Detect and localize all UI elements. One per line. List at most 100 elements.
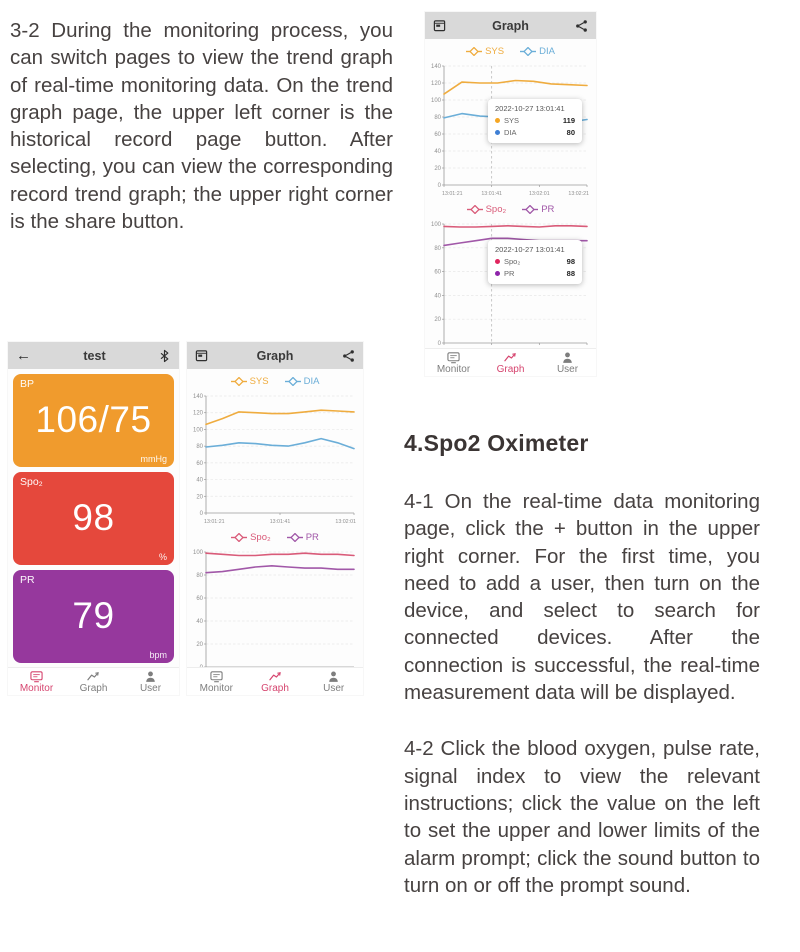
pr-dot-icon (495, 271, 500, 276)
nav-label: Graph (261, 683, 289, 694)
legend-pr[interactable]: PR (522, 204, 554, 215)
svg-text:13:02:01: 13:02:01 (335, 519, 356, 525)
legend-dia[interactable]: DIA (284, 375, 320, 387)
legend-sys[interactable]: SYS (230, 376, 269, 387)
share-icon[interactable] (342, 349, 355, 363)
monitor-bottom-nav: Monitor Graph User (8, 667, 179, 695)
pr-card[interactable]: PR 79 bpm (13, 570, 174, 663)
nav-tab-user[interactable]: User (539, 350, 596, 375)
monitor-icon (447, 352, 460, 364)
nav-tab-monitor[interactable]: Monitor (425, 350, 482, 375)
nav-label: Monitor (19, 683, 54, 694)
legend-label: Spo₂ (485, 203, 507, 215)
bp-card-label: BP (20, 378, 35, 390)
bp-trend-chart-small[interactable]: 0 20 40 60 80 100 120 140 13:01:21 13:01:41 13:02:… (189, 391, 361, 525)
bp-legend: SYS DIA (187, 373, 363, 389)
tooltip-value: 80 (566, 128, 575, 137)
sys-legend-icon (466, 46, 483, 56)
svg-text:140: 140 (431, 64, 442, 70)
nav-tab-graph[interactable]: Graph (65, 669, 122, 694)
spo2-legend-icon (231, 532, 248, 542)
svg-text:40: 40 (434, 149, 441, 155)
tooltip-timestamp: 2022-10-27 13:01:41 (495, 245, 565, 254)
spo2-card[interactable]: Spo₂ 98 % (13, 472, 174, 565)
phone-screenshot-graph-large: Graph SYS DIA 0 20 40 60 80 100 120 140 13:01:21… (425, 12, 596, 376)
spo2-tooltip: 2022-10-27 13:01:41 Spo₂ 98 PR 88 (488, 240, 582, 284)
tooltip-row-spo2: Spo₂ 98 (495, 257, 575, 266)
nav-tab-monitor[interactable]: Monitor (187, 669, 246, 694)
paragraph-4-1: 4-1 On the real-time data monitoring pag… (404, 490, 760, 705)
svg-text:0: 0 (438, 341, 442, 347)
history-record-icon[interactable] (195, 349, 208, 362)
svg-text:60: 60 (434, 270, 441, 276)
svg-text:140: 140 (193, 394, 204, 400)
legend-spo2[interactable]: Spo₂ (231, 532, 271, 543)
dia-dot-icon (495, 130, 500, 135)
trend-graph-icon (504, 353, 516, 362)
bp-trend-chart-large[interactable]: 0 20 40 60 80 100 120 140 13:01:21 13:01:41 13:02:… (427, 61, 594, 197)
pr-card-value[interactable]: 79 (72, 594, 115, 636)
dia-legend-icon (520, 46, 537, 56)
legend-dia[interactable]: DIA (520, 46, 555, 57)
legend-spo2[interactable]: Spo₂ (466, 203, 507, 215)
history-record-icon[interactable] (433, 19, 446, 32)
svg-text:20: 20 (196, 642, 203, 648)
svg-text:0: 0 (438, 183, 442, 189)
svg-text:120: 120 (431, 81, 442, 87)
bp-card[interactable]: BP 106/75 mmHg (13, 374, 174, 467)
svg-text:13:02:01: 13:02:01 (529, 191, 550, 197)
pr-legend-icon (522, 204, 539, 214)
spo2-card-unit: % (158, 552, 167, 562)
tooltip-row-dia: DIA 80 (495, 128, 575, 137)
phone-screenshot-graph-small: Graph SYS DIA 0 20 40 60 80 100 120 140 13:01:21… (187, 342, 363, 695)
svg-text:100: 100 (193, 427, 204, 433)
nav-tab-graph[interactable]: Graph (246, 669, 305, 694)
spo2-trend-chart-large[interactable]: 02040608010013:01:2113:01:4113:02:0113:0… (427, 219, 594, 355)
sys-legend-icon (230, 376, 247, 386)
tooltip-label: PR (504, 269, 515, 278)
svg-text:100: 100 (431, 98, 442, 104)
tooltip-label: Spo₂ (504, 257, 521, 266)
spo2-legend: Spo₂ PR (187, 529, 363, 545)
paragraph-4-2: 4-2 Click the blood oxygen, pulse rate, … (404, 737, 760, 897)
svg-text:20: 20 (434, 166, 441, 172)
trend-graph-icon (268, 672, 281, 681)
nav-tab-user[interactable]: User (122, 669, 179, 694)
nav-tab-graph[interactable]: Graph (482, 350, 539, 375)
legend-label: DIA (303, 375, 320, 387)
nav-label: Monitor (436, 364, 471, 375)
nav-tab-monitor[interactable]: Monitor (8, 669, 65, 694)
spo2-card-label: Spo₂ (20, 476, 43, 488)
svg-text:60: 60 (196, 461, 203, 467)
bluetooth-icon[interactable] (158, 349, 171, 363)
nav-label: User (556, 364, 579, 375)
graph-bottom-nav: Monitor Graph User (425, 348, 596, 376)
bp-card-value[interactable]: 106/75 (35, 398, 152, 440)
legend-sys[interactable]: SYS (466, 46, 504, 57)
sys-dot-icon (495, 118, 500, 123)
user-icon (563, 352, 572, 363)
back-icon[interactable]: ← (16, 347, 31, 364)
svg-text:60: 60 (196, 596, 203, 602)
share-icon[interactable] (575, 19, 588, 33)
spo2-legend: Spo₂ PR (425, 201, 596, 217)
tooltip-value: 119 (562, 116, 575, 125)
svg-text:13:01:21: 13:01:21 (442, 191, 463, 197)
trend-graph-icon (87, 672, 99, 681)
svg-text:13:01:21: 13:01:21 (204, 519, 225, 525)
tooltip-row-sys: SYS 119 (495, 116, 575, 125)
spo2-card-value[interactable]: 98 (72, 496, 115, 538)
svg-text:80: 80 (196, 573, 203, 579)
tooltip-label: DIA (504, 128, 517, 137)
tooltip-value: 98 (566, 257, 575, 266)
svg-text:40: 40 (434, 293, 441, 299)
spo2-dot-icon (495, 259, 500, 264)
phone-screenshot-monitor: ← test BP 106/75 mmHg Spo₂ 98 % PR 79 bp… (8, 342, 179, 695)
paragraph-3-2: 3-2 During the monitoring process, you c… (10, 19, 393, 234)
legend-pr[interactable]: PR (286, 532, 319, 543)
bp-legend: SYS DIA (425, 43, 596, 59)
nav-label: Graph (496, 364, 525, 375)
nav-tab-user[interactable]: User (304, 669, 363, 694)
